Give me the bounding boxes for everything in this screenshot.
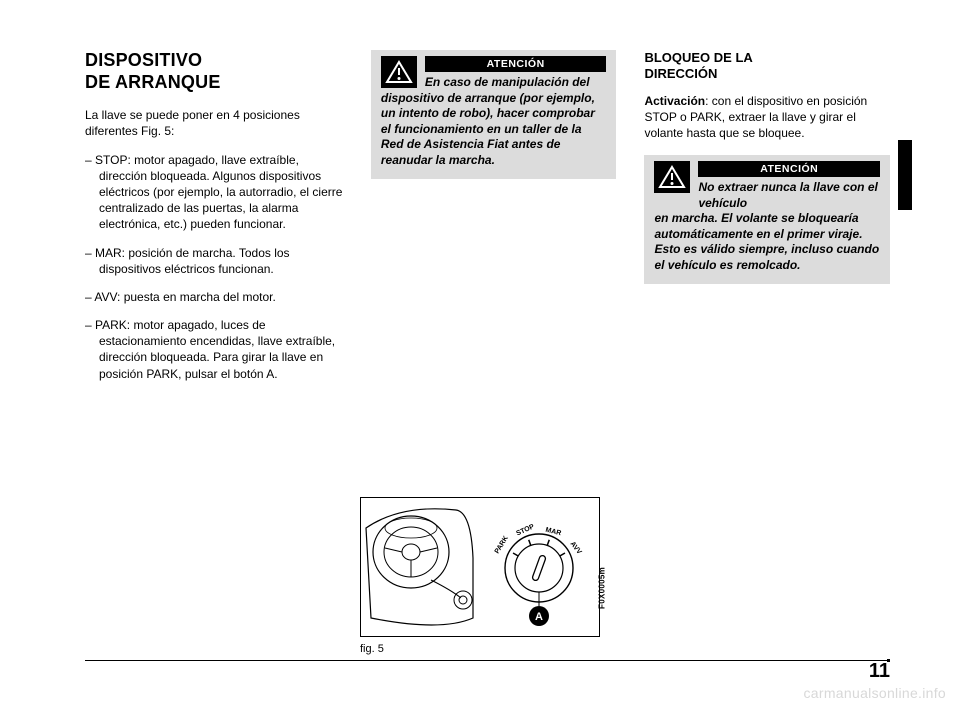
intro-text: La llave se puede poner en 4 posiciones …	[85, 107, 343, 139]
page-number: 11	[869, 660, 890, 683]
sub-heading: BLOQUEO DE LA DIRECCIÓN	[644, 50, 890, 83]
activation-paragraph: Activación: con el dispositivo en posici…	[644, 93, 890, 142]
figure-caption: fig. 5	[360, 643, 600, 655]
manual-page: DISPOSITIVO DE ARRANQUE La llave se pued…	[0, 0, 960, 709]
warning-header: ATENCIÓN En caso de manipulación del	[381, 56, 607, 91]
title-line-1: DISPOSITIVO	[85, 50, 202, 70]
figure-frame: PARK STOP MAR AVV A	[360, 497, 600, 637]
warning-lead-text: No extraer nunca la llave con el vehícul…	[698, 180, 880, 211]
column-middle: ATENCIÓN En caso de manipulación del dis…	[371, 50, 617, 394]
warning-label: ATENCIÓN	[698, 161, 880, 177]
key-positions-list: STOP: motor apagado, llave extraíble, di…	[85, 152, 343, 382]
list-item: AVV: puesta en marcha del motor.	[85, 289, 343, 305]
section-title: DISPOSITIVO DE ARRANQUE	[85, 50, 343, 93]
list-item: MAR: posición de marcha. Todos los dispo…	[85, 245, 343, 277]
warning-right: ATENCIÓN En caso de manipulación del	[425, 56, 607, 91]
warning-triangle-icon	[654, 161, 690, 193]
warning-box: ATENCIÓN No extraer nunca la llave con e…	[644, 155, 890, 284]
warning-label: ATENCIÓN	[425, 56, 607, 72]
list-item: STOP: motor apagado, llave extraíble, di…	[85, 152, 343, 233]
subhead-line-2: DIRECCIÓN	[644, 66, 717, 81]
column-container: DISPOSITIVO DE ARRANQUE La llave se pued…	[85, 50, 890, 394]
warning-body-text: en marcha. El volante se bloquearía auto…	[654, 211, 880, 273]
dial-label-mar: MAR	[545, 527, 562, 538]
side-tab-marker	[898, 140, 912, 210]
dial-label-stop: STOP	[515, 523, 535, 537]
warning-right: ATENCIÓN No extraer nunca la llave con e…	[698, 161, 880, 211]
warning-body-text: dispositivo de arranque (por ejemplo, un…	[381, 91, 607, 169]
title-line-2: DE ARRANQUE	[85, 72, 221, 92]
dial-label-park: PARK	[494, 535, 510, 555]
figure-block: PARK STOP MAR AVV A F0X0005m fig. 5	[360, 497, 600, 655]
list-item: PARK: motor apagado, luces de estacionam…	[85, 317, 343, 382]
warning-box: ATENCIÓN En caso de manipulación del dis…	[371, 50, 617, 179]
warning-triangle-icon	[381, 56, 417, 88]
subhead-line-1: BLOQUEO DE LA	[644, 50, 752, 65]
ignition-diagram: PARK STOP MAR AVV A	[361, 498, 600, 637]
column-right: BLOQUEO DE LA DIRECCIÓN Activación: con …	[644, 50, 890, 394]
figure-marker-a: A	[535, 611, 543, 623]
column-left: DISPOSITIVO DE ARRANQUE La llave se pued…	[85, 50, 343, 394]
watermark-text: carmanualsonline.info	[804, 685, 947, 701]
figure-code: F0X0005m	[598, 567, 607, 609]
warning-header: ATENCIÓN No extraer nunca la llave con e…	[654, 161, 880, 211]
activation-label: Activación	[644, 94, 705, 108]
bottom-rule	[85, 660, 890, 662]
dial-label-avv: AVV	[569, 541, 583, 557]
warning-lead-text: En caso de manipulación del	[425, 75, 607, 91]
